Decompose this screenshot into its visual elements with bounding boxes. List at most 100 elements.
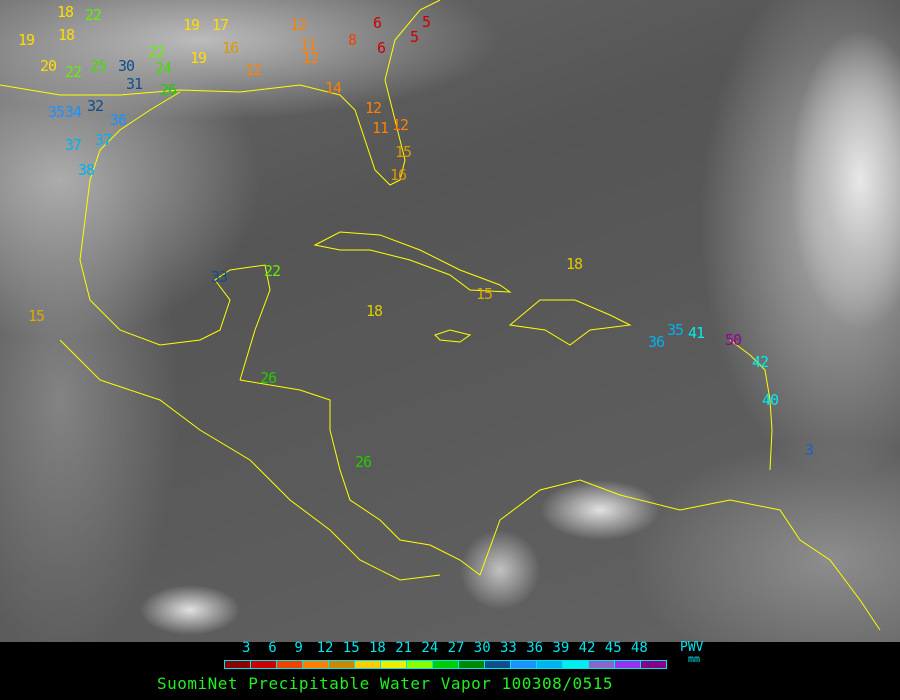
station-value: 12	[392, 116, 409, 134]
station-value: 36	[648, 333, 665, 351]
legend-swatch	[563, 661, 589, 668]
station-value: 15	[476, 285, 493, 303]
station-value: 11	[300, 36, 317, 54]
legend-tick: 12	[316, 640, 334, 656]
legend-swatch	[433, 661, 459, 668]
legend-tick: 24	[421, 640, 439, 656]
station-value: 12	[290, 16, 307, 34]
lesser-antilles	[729, 339, 773, 471]
station-value: 41	[688, 324, 705, 342]
hispaniola	[508, 299, 632, 346]
central-america-coast	[239, 379, 481, 576]
station-value: 16	[390, 166, 407, 184]
cuba	[313, 231, 512, 293]
legend-tick: 39	[552, 640, 570, 656]
station-value: 6	[373, 14, 382, 32]
legend-swatch	[225, 661, 251, 668]
legend-tick: 21	[395, 640, 413, 656]
station-value: 19	[18, 31, 35, 49]
map-caption: SuomiNet Precipitable Water Vapor 100308…	[157, 674, 613, 693]
pacific-coast	[59, 339, 441, 581]
legend-swatch	[277, 661, 303, 668]
station-value: 26	[355, 453, 372, 471]
coastline-overlay	[0, 0, 881, 631]
station-value: 6	[377, 39, 386, 57]
station-value: 3	[805, 441, 814, 459]
station-value: 35	[48, 103, 65, 121]
station-value: 16	[222, 39, 239, 57]
station-value: 12	[302, 49, 319, 67]
station-value: 17	[212, 16, 229, 34]
legend-tick: 48	[631, 640, 648, 656]
legend-tick: 9	[294, 640, 303, 656]
station-value: 12	[245, 61, 262, 79]
legend-swatch	[459, 661, 485, 668]
station-value: 35	[667, 321, 684, 339]
legend-unit: mm	[688, 654, 701, 665]
station-value: 19	[190, 49, 207, 67]
station-value: 14	[325, 79, 342, 97]
station-value: 38	[78, 161, 95, 179]
legend-swatch	[329, 661, 355, 668]
legend-tick: 42	[578, 640, 596, 656]
station-value: 15	[28, 307, 45, 325]
station-value: 26	[160, 81, 177, 99]
station-value: 42	[752, 353, 769, 371]
station-value: 50	[725, 331, 742, 349]
station-value: 34	[65, 103, 82, 121]
legend-tick: 27	[447, 640, 465, 656]
legend-tick: 30	[473, 640, 491, 656]
legend-swatch	[589, 661, 615, 668]
station-value: 5	[422, 13, 431, 31]
jamaica	[434, 329, 472, 343]
legend-tick: 15	[342, 640, 360, 656]
legend	[0, 642, 900, 700]
station-value: 18	[57, 3, 74, 21]
legend-swatch	[615, 661, 641, 668]
station-value: 18	[366, 302, 383, 320]
legend-swatch	[303, 661, 329, 668]
legend-tick: 6	[268, 640, 277, 656]
legend-swatch	[251, 661, 277, 668]
legend-tick: 45	[604, 640, 622, 656]
station-value: 12	[365, 99, 382, 117]
legend-swatch	[407, 661, 433, 668]
station-value: 11	[372, 119, 389, 137]
station-value: 26	[260, 369, 277, 387]
legend-color-bar	[224, 660, 667, 669]
station-value: 8	[348, 31, 357, 49]
station-value: 30	[118, 57, 135, 75]
gulf-coast	[0, 0, 441, 186]
station-value: 22	[264, 262, 281, 280]
station-value: 20	[40, 57, 57, 75]
station-value: 31	[126, 75, 143, 93]
station-value: 36	[110, 111, 127, 129]
legend-swatch	[485, 661, 511, 668]
legend-tick: 3	[242, 640, 251, 656]
station-value: 33	[211, 268, 228, 286]
station-value: 18	[58, 26, 75, 44]
station-value: 5	[410, 28, 419, 46]
legend-swatch	[511, 661, 537, 668]
legend-swatch	[537, 661, 563, 668]
legend-tick: 18	[369, 640, 386, 656]
station-value: 19	[183, 16, 200, 34]
station-value: 25	[90, 57, 107, 75]
station-value: 18	[566, 255, 583, 273]
south-america-coast	[479, 479, 881, 631]
station-value: 15	[395, 143, 412, 161]
station-value: 22	[65, 63, 82, 81]
station-value: 40	[762, 391, 779, 409]
station-value: 22	[148, 43, 165, 61]
texas-mexico-coast	[79, 91, 271, 381]
legend-swatch	[355, 661, 381, 668]
legend-tick: 36	[526, 640, 544, 656]
station-value: 37	[65, 136, 82, 154]
station-value: 22	[85, 6, 102, 24]
station-value: 37	[95, 131, 112, 149]
station-value: 32	[87, 97, 104, 115]
satellite-image	[0, 0, 900, 642]
station-value: 24	[155, 59, 172, 77]
legend-swatch	[641, 661, 666, 668]
